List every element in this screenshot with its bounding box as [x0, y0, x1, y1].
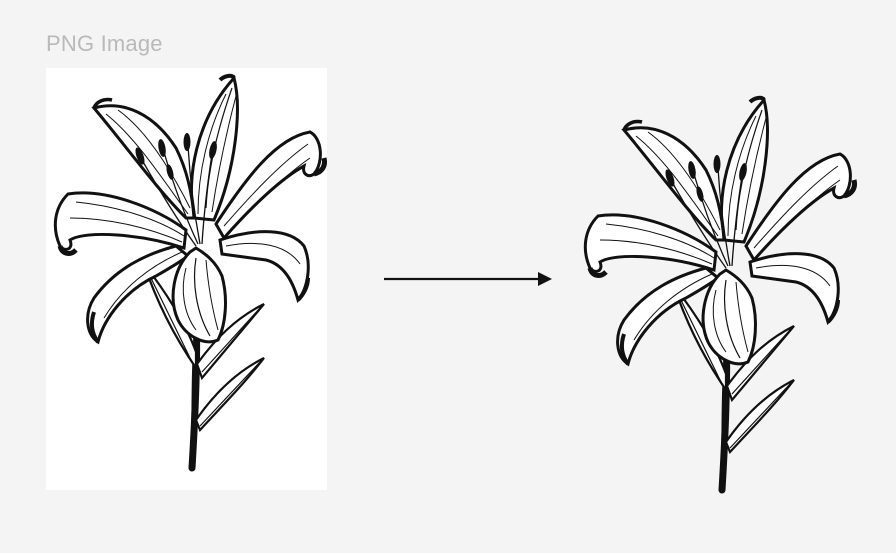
lily-illustration-original: [46, 68, 327, 490]
image-type-label: PNG Image: [46, 31, 163, 56]
lily-illustration-transparent: [576, 90, 857, 512]
background-removed-image: [576, 90, 857, 512]
original-png-image: [46, 68, 327, 490]
arrow-right-icon: [384, 272, 552, 286]
